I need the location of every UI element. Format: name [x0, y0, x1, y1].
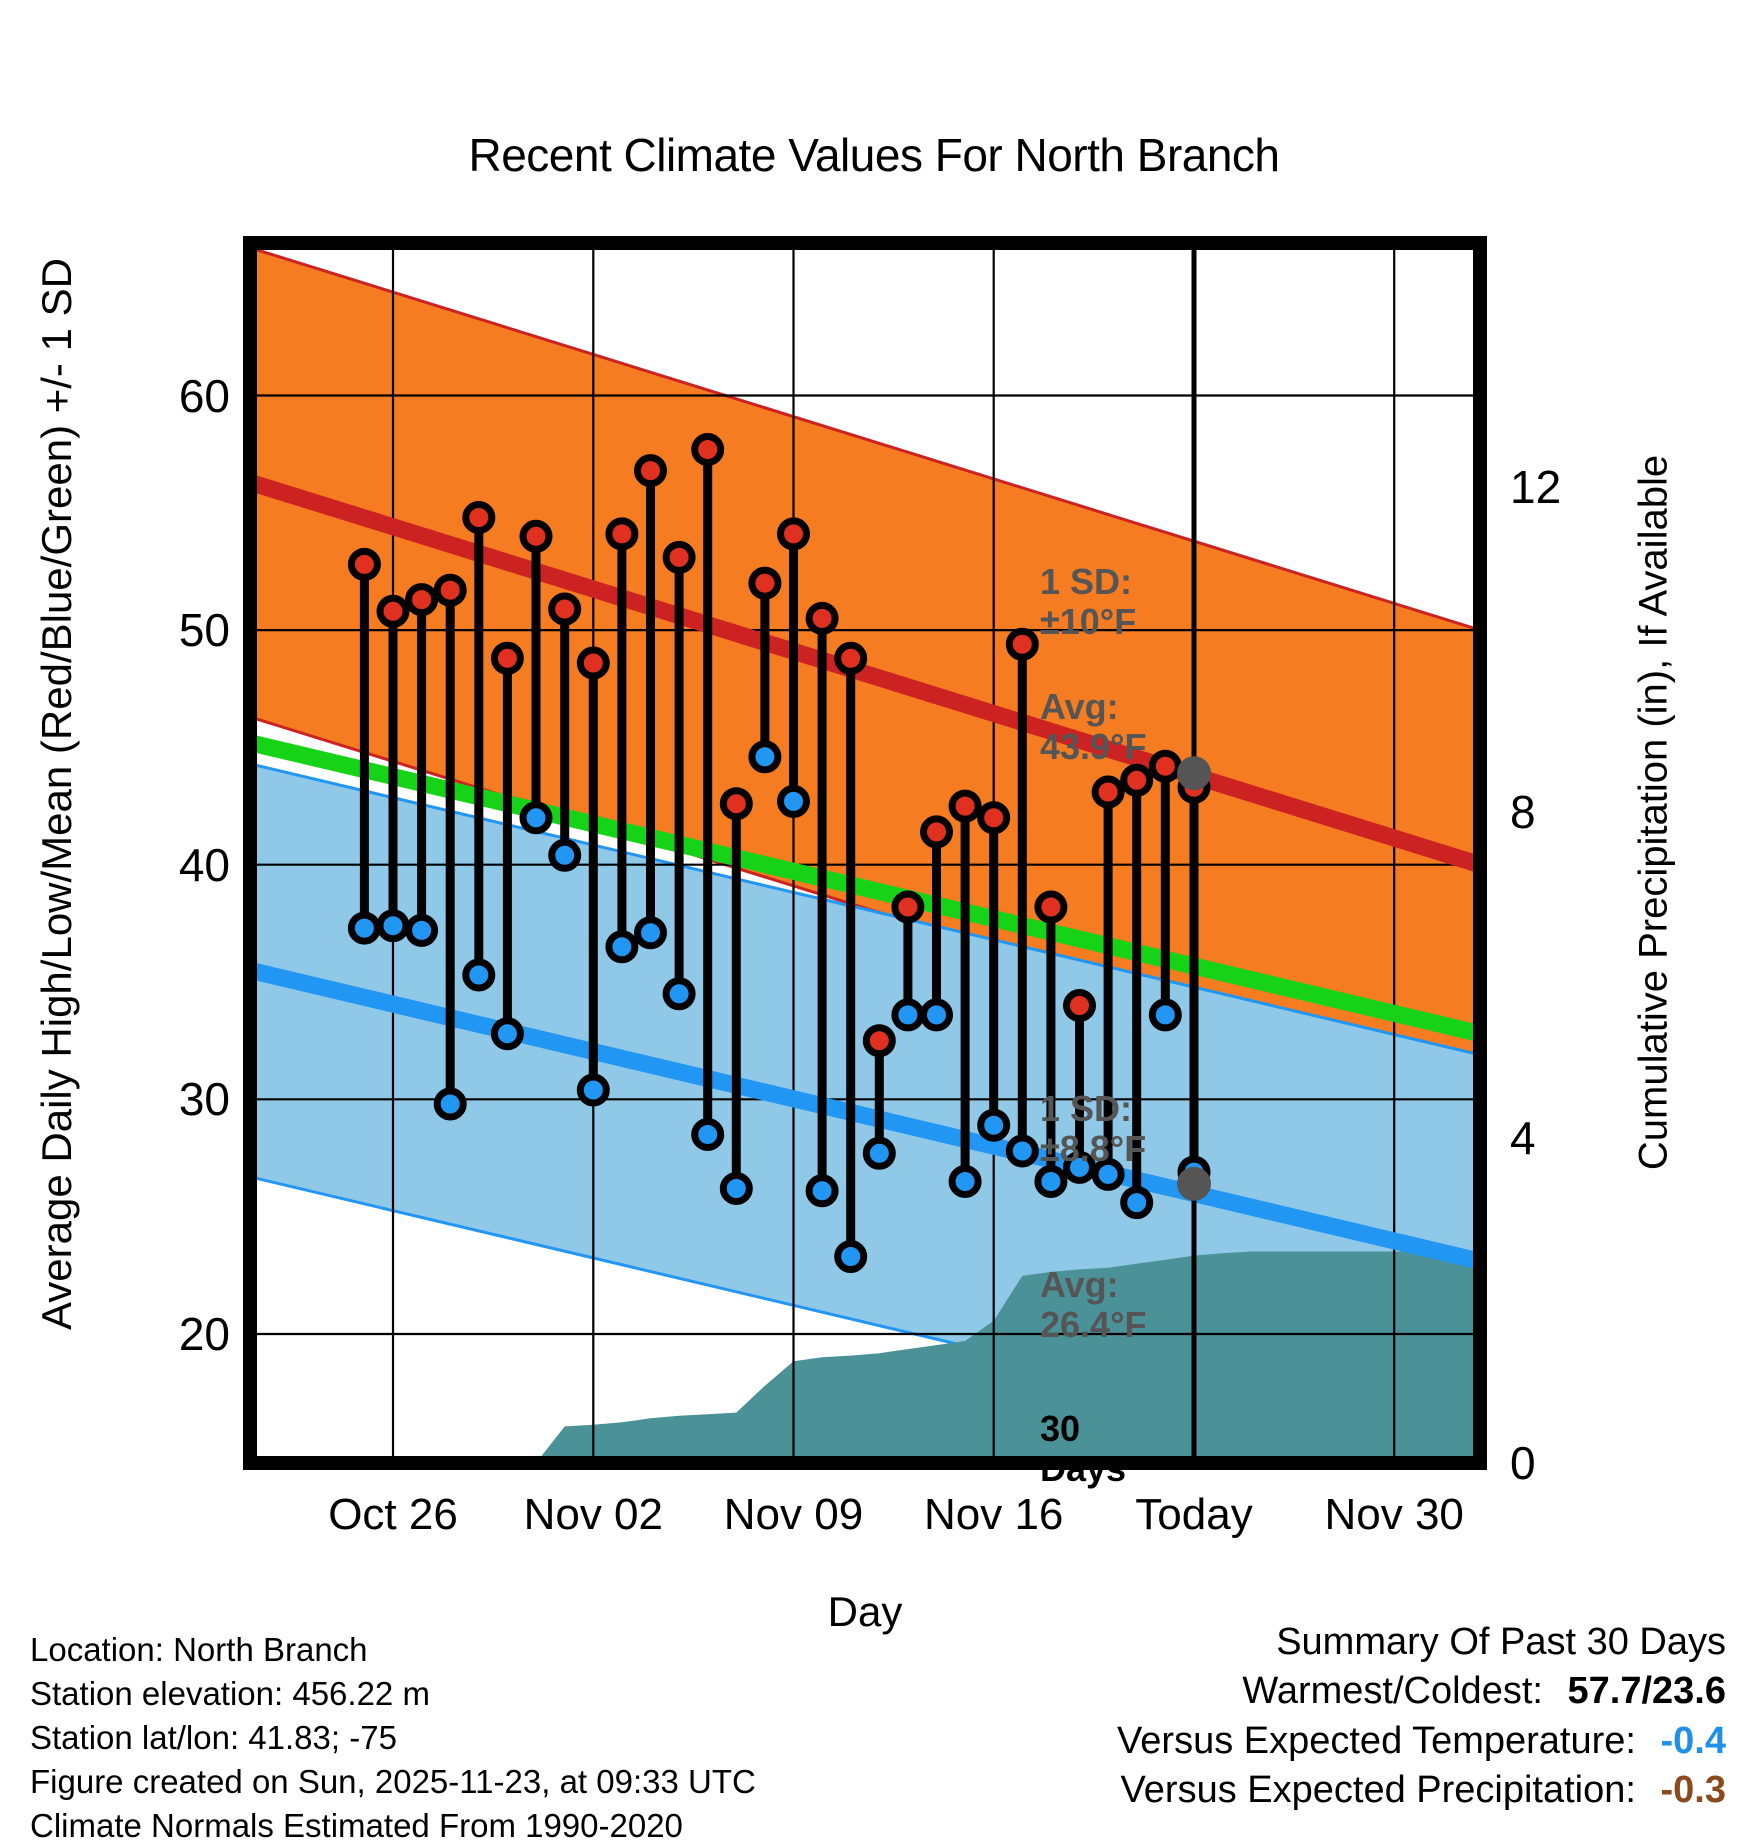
high-sd-annotation: 1 SD: ±10°F [1040, 562, 1136, 643]
y-axis-left-tick-label: 40 [120, 838, 230, 892]
warmest-coldest-label: Warmest/Coldest: [1242, 1670, 1543, 1712]
station-metadata: Location: North Branch Station elevation… [30, 1628, 756, 1847]
y-axis-left-tick-label: 60 [120, 369, 230, 423]
y-axis-right-tick-label: 12 [1510, 460, 1620, 514]
y-axis-left-title: Average Daily High/Low/Mean (Red/Blue/Gr… [33, 244, 81, 1344]
summary-heading: Summary Of Past 30 Days [1117, 1618, 1726, 1667]
y-axis-right-tick-label: 4 [1510, 1111, 1620, 1165]
days-window-annotation: 30 Days [1040, 1409, 1126, 1490]
summary-vs-temperature: Versus Expected Temperature: -0.4 [1117, 1717, 1726, 1766]
vs-temperature-label: Versus Expected Temperature: [1117, 1720, 1636, 1762]
vs-precipitation-value: -0.3 [1647, 1769, 1726, 1811]
page-title: Recent Climate Values For North Branch [0, 128, 1748, 182]
climate-plot-svg [250, 243, 1480, 1463]
high-avg-annotation: Avg: 43.9°F [1040, 687, 1146, 768]
station-elevation: Station elevation: 456.22 m [30, 1672, 756, 1716]
vs-temperature-value: -0.4 [1647, 1720, 1726, 1762]
station-location: Location: North Branch [30, 1628, 756, 1672]
y-axis-left-tick-label: 20 [120, 1307, 230, 1361]
y-axis-right-tick-label: 8 [1510, 785, 1620, 839]
y-axis-left-tick-label: 30 [120, 1072, 230, 1126]
warmest-coldest-value: 57.7/23.6 [1554, 1670, 1726, 1712]
y-axis-right-tick-label: 0 [1510, 1436, 1620, 1490]
low-avg-annotation: Avg: 26.4°F [1040, 1265, 1146, 1346]
summary-warmest-coldest: Warmest/Coldest: 57.7/23.6 [1117, 1667, 1726, 1716]
climate-normals-period: Climate Normals Estimated From 1990-2020 [30, 1804, 756, 1847]
y-axis-right-title: Cumulative Precipitation (in), If Availa… [1632, 263, 1677, 1363]
y-axis-left-tick-label: 50 [120, 603, 230, 657]
low-sd-annotation: 1 SD: ±8.8°F [1040, 1089, 1146, 1170]
summary-panel: Summary Of Past 30 Days Warmest/Coldest:… [1117, 1618, 1726, 1816]
station-latlon: Station lat/lon: 41.83; -75 [30, 1716, 756, 1760]
x-axis-tick-label: Nov 30 [1264, 1490, 1524, 1540]
vs-precipitation-label: Versus Expected Precipitation: [1121, 1769, 1636, 1811]
summary-vs-precipitation: Versus Expected Precipitation: -0.3 [1117, 1766, 1726, 1815]
y-axis-left-ticks: 60 50 40 30 20 [110, 243, 230, 1463]
figure-created: Figure created on Sun, 2025-11-23, at 09… [30, 1760, 756, 1804]
plot-area: 1 SD: ±10°F Avg: 43.9°F 1 SD: ±8.8°F Avg… [250, 243, 1480, 1463]
